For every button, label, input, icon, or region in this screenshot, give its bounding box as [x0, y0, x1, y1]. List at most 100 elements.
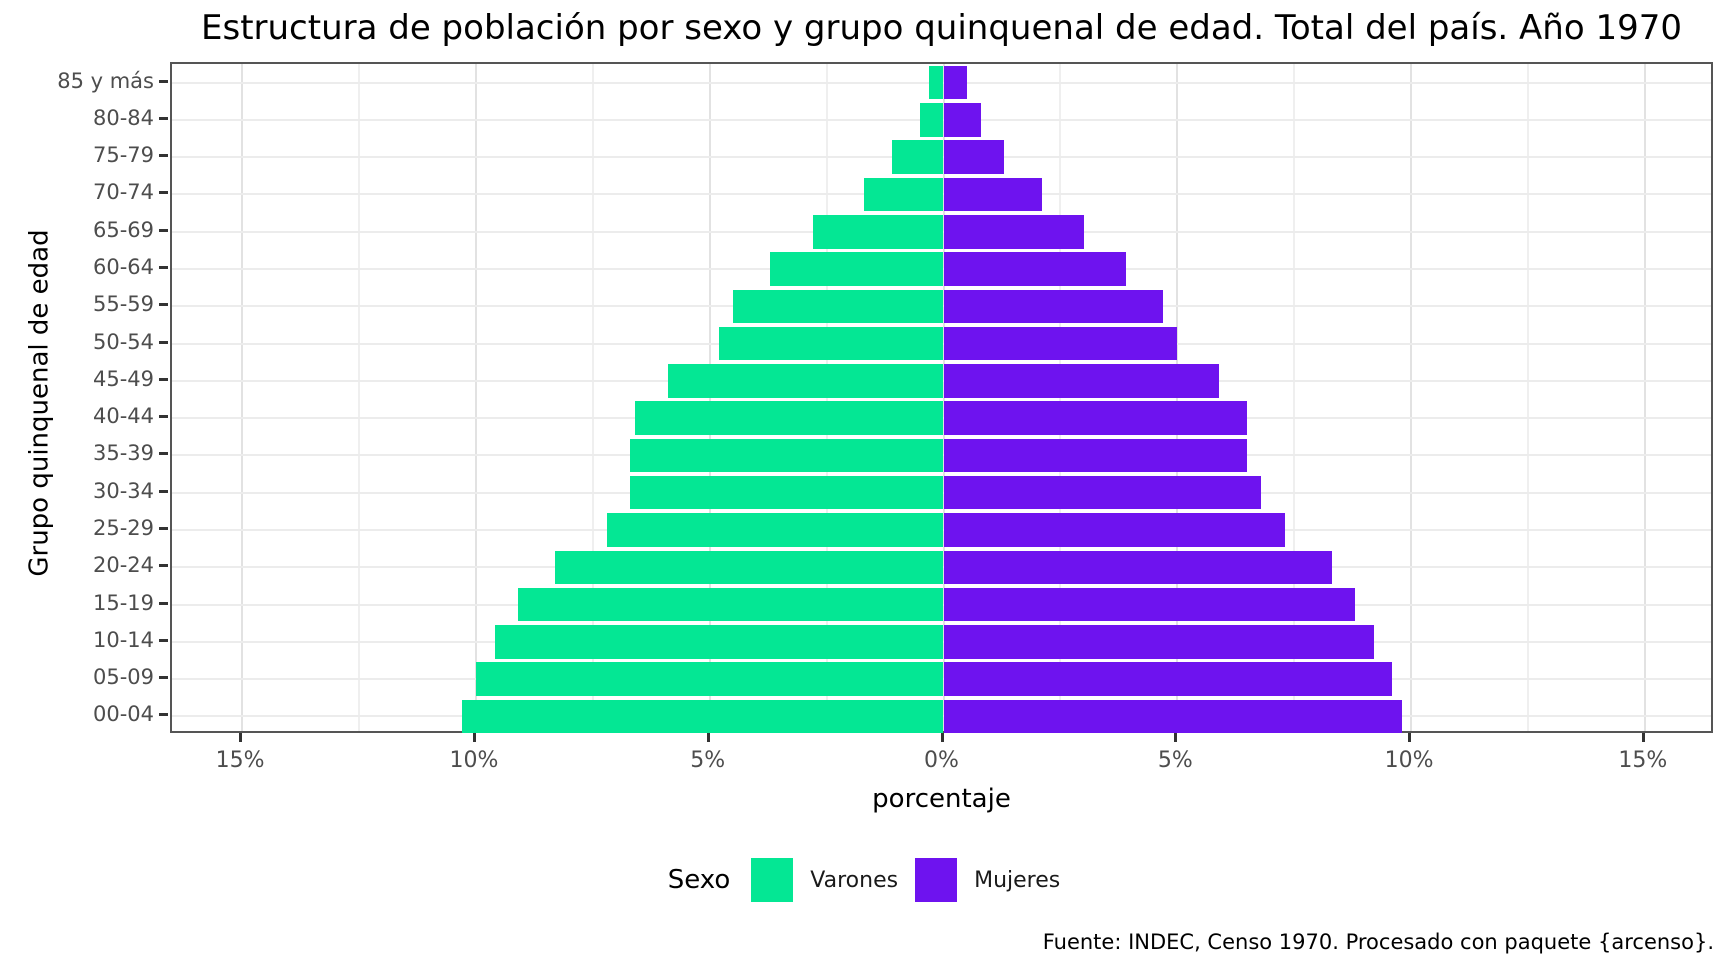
bar-mujeres-40-44	[943, 401, 1248, 435]
y-axis-label: 10-14	[92, 627, 154, 652]
y-axis-tick	[159, 415, 168, 419]
legend: Sexo Varones Mujeres	[0, 858, 1728, 902]
gridline-minor	[1293, 64, 1296, 731]
legend-label-varones: Varones	[810, 867, 899, 893]
bar-varones-85-y-más	[929, 65, 944, 100]
bar-varones-45-49	[667, 364, 944, 398]
x-axis-tick	[940, 733, 944, 742]
y-axis-label: 20-24	[92, 553, 154, 578]
gridline-minor	[358, 64, 361, 731]
x-axis-tick	[706, 733, 710, 742]
x-axis-tick-label: 15%	[1618, 748, 1668, 773]
y-axis-tick	[159, 340, 168, 344]
bar-mujeres-55-59	[943, 289, 1164, 324]
x-axis-tick	[472, 733, 476, 742]
x-axis-tick-label: 10%	[449, 748, 499, 773]
gridline-major	[1410, 64, 1413, 731]
x-axis-tick	[1408, 733, 1412, 742]
y-axis-tick	[159, 564, 168, 568]
y-axis-tick	[159, 713, 168, 717]
x-axis-tick-label: 0%	[924, 748, 959, 773]
bar-varones-50-54	[719, 326, 944, 361]
bar-mujeres-65-69	[943, 215, 1084, 249]
legend-label-mujeres: Mujeres	[974, 867, 1061, 893]
y-axis-label: 75-79	[92, 143, 154, 168]
bar-varones-60-64	[770, 252, 944, 286]
y-axis-tick	[159, 154, 168, 158]
y-axis-tick	[159, 191, 168, 195]
y-axis-label: 50-54	[92, 329, 154, 354]
y-axis-labels: 85 y más 80-84 75-79 70-74 65-69 60-64 55-59 50…	[0, 62, 154, 733]
y-axis-label: 80-84	[92, 105, 154, 130]
bar-mujeres-30-34	[943, 475, 1262, 510]
x-axis-tick-label: 15%	[215, 748, 265, 773]
y-axis-label: 05-09	[92, 665, 154, 690]
gridline-major	[1643, 64, 1646, 731]
y-axis-tick	[159, 228, 168, 232]
y-axis-tick	[159, 601, 168, 605]
gridline-minor	[1526, 64, 1529, 731]
y-axis-tick	[159, 489, 168, 493]
y-axis-tick	[159, 377, 168, 381]
y-axis-label: 25-29	[92, 515, 154, 540]
x-axis-tick-label: 10%	[1384, 748, 1434, 773]
bar-mujeres-70-74	[943, 177, 1042, 212]
y-axis-label: 55-59	[92, 292, 154, 317]
gridline-minor	[591, 64, 594, 731]
y-axis-label: 70-74	[92, 180, 154, 205]
y-axis-label: 30-34	[92, 478, 154, 503]
bar-varones-80-84	[920, 103, 944, 137]
y-axis-tick	[159, 452, 168, 456]
plot-panel	[170, 62, 1713, 734]
source-caption: Fuente: INDEC, Censo 1970. Procesado con…	[1042, 930, 1714, 954]
x-axis-tick	[1174, 733, 1178, 742]
y-axis-label: 00-04	[92, 702, 154, 727]
bar-varones-75-79	[892, 140, 944, 174]
bar-mujeres-20-24	[943, 550, 1332, 584]
bar-varones-10-14	[494, 625, 944, 659]
bar-varones-00-04	[461, 699, 944, 734]
bar-mujeres-10-14	[943, 625, 1374, 659]
bar-varones-55-59	[733, 289, 944, 324]
y-axis-label: 15-19	[92, 590, 154, 615]
y-axis-tick	[159, 638, 168, 642]
x-axis-tick-label: 5%	[690, 748, 726, 773]
bar-mujeres-45-49	[943, 364, 1220, 398]
y-axis-tick	[159, 676, 168, 680]
bar-varones-15-19	[518, 587, 944, 622]
y-axis-label: 40-44	[92, 404, 154, 429]
bar-mujeres-15-19	[943, 587, 1355, 622]
bar-mujeres-60-64	[943, 252, 1126, 286]
x-axis-tick	[239, 733, 243, 742]
bar-mujeres-25-29	[943, 513, 1285, 547]
y-axis-label: 60-64	[92, 255, 154, 280]
bar-varones-05-09	[475, 662, 944, 696]
bar-varones-40-44	[634, 401, 944, 435]
x-axis-tick-label: 5%	[1157, 748, 1193, 773]
y-axis-tick	[159, 303, 168, 307]
chart-title: Estructura de población por sexo y grupo…	[201, 8, 1682, 48]
legend-swatch-varones	[751, 858, 794, 902]
y-axis-label: 45-49	[92, 366, 154, 391]
bar-mujeres-85-y-más	[943, 65, 967, 100]
legend-swatch-mujeres	[915, 858, 958, 902]
y-axis-tick	[159, 526, 168, 530]
y-axis-label: 35-39	[92, 441, 154, 466]
bar-mujeres-75-79	[943, 140, 1005, 174]
x-axis-title: porcentaje	[872, 784, 1011, 814]
bar-mujeres-35-39	[943, 438, 1248, 473]
legend-title: Sexo	[667, 865, 731, 895]
y-axis-label: 65-69	[92, 217, 154, 242]
gridline-major	[474, 64, 477, 731]
y-axis-tick	[159, 79, 168, 83]
bar-varones-25-29	[606, 513, 944, 547]
bar-mujeres-00-04	[943, 699, 1402, 734]
x-axis-tick	[1641, 733, 1645, 742]
bar-varones-30-34	[630, 475, 944, 510]
y-axis-tick	[159, 266, 168, 270]
bar-mujeres-50-54	[943, 326, 1178, 361]
bar-varones-20-24	[555, 550, 944, 584]
gridline-major	[241, 64, 244, 731]
y-axis-tick	[159, 116, 168, 120]
